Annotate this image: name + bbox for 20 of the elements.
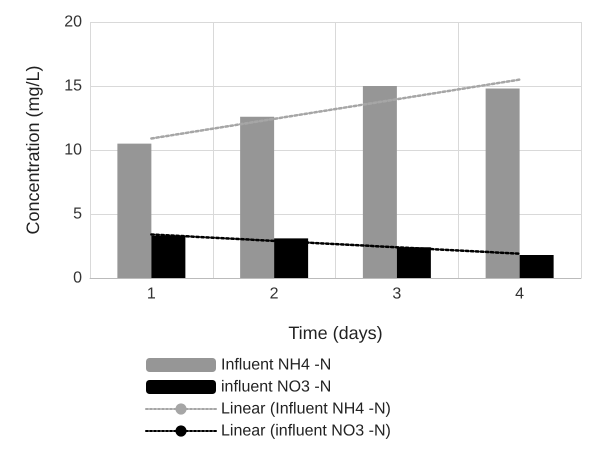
legend-label: influent NO3 -N [221, 378, 332, 396]
y-tick-label: 5 [73, 206, 82, 222]
x-tick-label: 3 [392, 286, 402, 302]
y-axis-title: Concentration (mg/L) [23, 65, 43, 235]
bar [486, 88, 520, 278]
legend-label: Linear (influent NO3 -N) [221, 422, 391, 440]
bar [117, 144, 152, 278]
bar [362, 86, 397, 278]
legend-label: Linear (Influent NH4 -N) [221, 400, 391, 418]
y-tick-label: 0 [73, 270, 82, 286]
legend-label: Influent NH4 -N [221, 356, 332, 374]
y-tick-label: 20 [64, 14, 82, 30]
x-tick-label: 4 [515, 286, 524, 302]
bar [240, 116, 274, 278]
bar [520, 254, 554, 278]
y-tick-label: 10 [64, 142, 82, 158]
x-tick-label: 2 [270, 286, 279, 302]
x-axis-title: Time (days) [288, 323, 383, 343]
y-tick-label: 15 [64, 78, 82, 94]
x-tick-label: 1 [146, 286, 156, 302]
